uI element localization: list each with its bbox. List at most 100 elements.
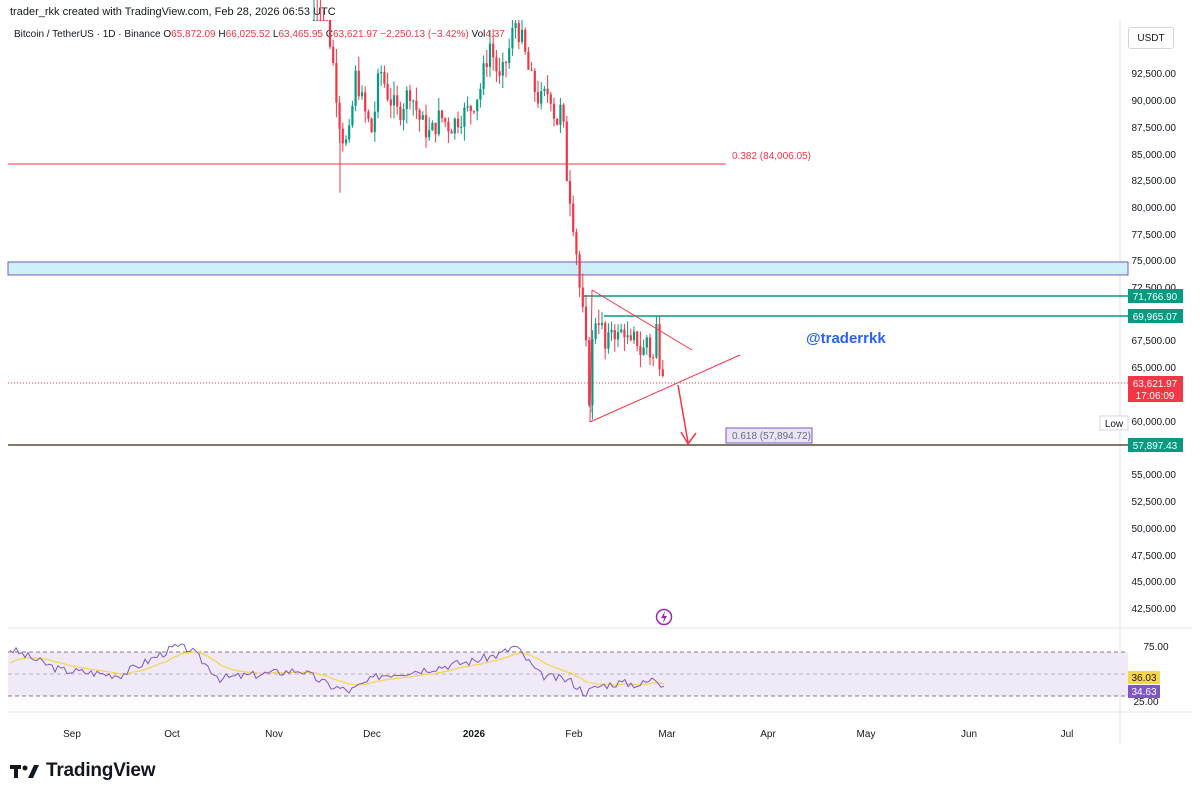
high-label: H xyxy=(218,29,226,40)
price-tick: 90,000.00 xyxy=(1132,96,1177,107)
price-tick: 92,500.00 xyxy=(1132,69,1177,80)
candle-body xyxy=(472,111,476,113)
rsi-tag xyxy=(1128,685,1160,698)
price-tick: 87,500.00 xyxy=(1132,123,1177,134)
resistance-zone[interactable] xyxy=(7,261,1129,276)
candle-body xyxy=(469,106,472,112)
candle-body xyxy=(658,323,661,370)
candle-body xyxy=(546,88,549,95)
price-tick: 52,500.00 xyxy=(1132,497,1177,508)
candle-body xyxy=(316,20,319,21)
triangle-left[interactable] xyxy=(589,289,593,423)
time-tick: Dec xyxy=(363,729,381,740)
price-tick: 42,500.00 xyxy=(1132,604,1177,615)
price-tick: 75,000.00 xyxy=(1132,256,1177,267)
candle-body xyxy=(520,29,524,43)
low-value: 63,465.95 xyxy=(278,29,323,40)
support-low-tag-text: 57,897.43 xyxy=(1133,441,1178,452)
fib-0618-box[interactable] xyxy=(725,427,813,444)
candle-body xyxy=(565,121,568,181)
candle-body xyxy=(373,111,376,133)
candle-body xyxy=(370,118,373,133)
candle-body xyxy=(412,100,415,102)
candle-body xyxy=(495,57,498,72)
candle-body xyxy=(572,203,575,233)
resistance-2-tag xyxy=(1128,309,1183,323)
candles-group[interactable] xyxy=(312,0,664,420)
candle-body xyxy=(437,110,440,135)
tradingview-logo[interactable]: TradingView xyxy=(10,760,156,782)
support-low-tag xyxy=(1128,438,1183,452)
candle-body xyxy=(463,107,466,127)
candle-body xyxy=(348,125,351,140)
triangle-lower[interactable] xyxy=(589,354,741,423)
candle-body xyxy=(536,91,540,104)
fib-0382-label: 0.382 (84,006.05) xyxy=(732,151,811,162)
symbol-name[interactable]: Bitcoin / TetherUS · 1D · Binance xyxy=(14,29,161,40)
candle-body xyxy=(351,105,354,126)
created-by: trader_rkk created with TradingView.com,… xyxy=(10,6,336,18)
candle-body xyxy=(620,329,623,333)
triangle-upper[interactable] xyxy=(591,289,693,351)
down-arrow[interactable] xyxy=(677,384,689,443)
candle-body xyxy=(530,69,533,71)
candle-body xyxy=(524,29,527,52)
candle-body xyxy=(360,92,364,97)
candle-body xyxy=(325,20,328,21)
candle-body xyxy=(399,106,402,121)
candle-body xyxy=(332,46,335,63)
candle-body xyxy=(341,128,344,144)
candle-body xyxy=(642,347,645,355)
candle-body xyxy=(661,369,664,377)
candle-body xyxy=(383,72,386,84)
candle-body xyxy=(629,335,632,341)
candle-body xyxy=(405,90,408,110)
candle-body xyxy=(376,73,380,112)
candle-body xyxy=(424,115,428,138)
candle-body xyxy=(655,323,658,358)
candle-body xyxy=(421,115,424,120)
price-tick: 82,500.00 xyxy=(1132,176,1177,187)
candle-body xyxy=(492,43,495,58)
low-tag xyxy=(1099,415,1129,431)
rsi-ma-line[interactable] xyxy=(9,651,665,686)
price-tick: 50,000.00 xyxy=(1132,524,1177,535)
candle-body xyxy=(476,99,479,112)
candle-body xyxy=(434,122,437,135)
candle-body xyxy=(319,20,322,21)
currency-button[interactable]: USDT xyxy=(1128,27,1174,49)
candle-body xyxy=(623,329,626,338)
candle-body xyxy=(597,323,600,325)
candle-body xyxy=(501,62,504,76)
candle-body xyxy=(447,121,450,132)
candle-body xyxy=(610,329,613,333)
down-arrow-head xyxy=(680,431,697,446)
candle-body xyxy=(482,63,485,89)
candle-body xyxy=(540,91,543,104)
price-axis[interactable]: 42,500.00 45,000.00 47,500.00 50,000.00 52,5… xyxy=(1132,69,1177,615)
candle-body xyxy=(485,63,488,68)
candle-body xyxy=(543,88,546,92)
resistance-2-tag-text: 69,965.07 xyxy=(1133,312,1178,323)
time-axis[interactable]: Sep Oct Nov Dec 2026 Feb Mar Apr May Jun Jul xyxy=(63,729,1073,740)
time-tick: Apr xyxy=(760,729,776,740)
volume-label: Vol xyxy=(471,29,486,40)
candle-body xyxy=(408,90,412,101)
candle-body xyxy=(645,337,648,348)
candle-body xyxy=(428,130,431,138)
tradingview-logo-text: TradingView xyxy=(46,760,156,781)
price-tick: 67,500.00 xyxy=(1132,336,1177,347)
candle-body xyxy=(392,95,396,106)
rsi-tick-75: 75.00 xyxy=(1143,642,1168,653)
candle-body xyxy=(389,99,392,106)
candle-body xyxy=(652,357,655,359)
lightning-icon[interactable] xyxy=(655,608,673,626)
candle-body xyxy=(312,20,316,21)
candle-body xyxy=(527,51,530,70)
candle-body xyxy=(453,118,456,134)
time-tick: May xyxy=(857,729,876,740)
rsi-line[interactable] xyxy=(9,643,665,698)
candle-body xyxy=(514,23,517,28)
candle-body xyxy=(600,322,604,325)
